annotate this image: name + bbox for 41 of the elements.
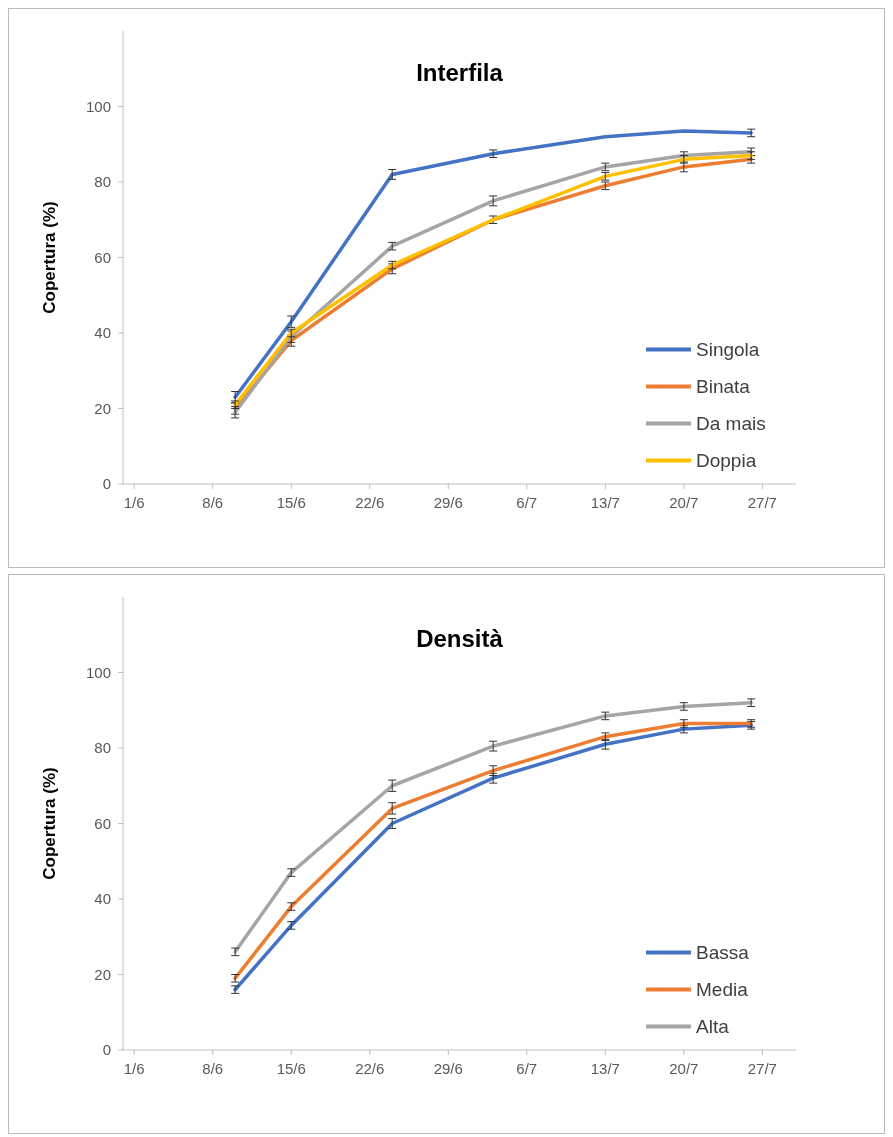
y-tick-label: 40 — [94, 324, 111, 342]
x-tick-label: 15/6 — [276, 1060, 306, 1077]
text: Interfila — [416, 59, 504, 86]
y-tick-label: 80 — [94, 173, 111, 191]
y-tick-label: 60 — [94, 248, 111, 266]
x-tick-label: 29/6 — [433, 1060, 463, 1077]
x-tick-label: 27/7 — [747, 1060, 777, 1077]
y-tick-label: 20 — [94, 965, 111, 983]
x-tick-label: 22/6 — [355, 494, 385, 511]
x-tick-label: 20/7 — [669, 494, 699, 511]
x-tick-label: 1/6 — [123, 1060, 145, 1077]
legend-label: Doppia — [696, 450, 757, 472]
x-tick-label: 27/7 — [747, 494, 777, 511]
legend-label: Bassa — [696, 942, 750, 964]
x-tick-label: 8/6 — [202, 494, 224, 511]
y-tick-label: 60 — [94, 814, 111, 832]
x-tick-label: 6/7 — [516, 1060, 538, 1077]
y-tick-label: 20 — [94, 399, 111, 417]
y-tick-label: 40 — [94, 890, 111, 908]
y-axis-title: Copertura (%) — [40, 767, 59, 880]
legend-label: Media — [696, 979, 749, 1001]
legend-label: Alta — [696, 1016, 730, 1038]
x-tick-label: 29/6 — [433, 494, 463, 511]
legend-label: Binata — [696, 376, 751, 398]
x-tick-label: 22/6 — [355, 1060, 385, 1077]
legend-label: Singola — [696, 339, 760, 361]
legend-label: Da mais — [696, 413, 766, 435]
x-tick-label: 13/7 — [590, 1060, 620, 1077]
x-tick-label: 15/6 — [276, 494, 306, 511]
y-tick-label: 100 — [85, 663, 111, 681]
text: Densità — [416, 625, 504, 652]
x-tick-label: 13/7 — [590, 494, 620, 511]
x-tick-label: 1/6 — [123, 494, 145, 511]
x-tick-label: 8/6 — [202, 1060, 224, 1077]
y-tick-label: 0 — [102, 1041, 111, 1059]
x-tick-label: 20/7 — [669, 1060, 699, 1077]
y-tick-label: 0 — [102, 475, 111, 493]
y-tick-label: 80 — [94, 739, 111, 757]
y-tick-label: 100 — [85, 97, 111, 115]
y-axis-title: Copertura (%) — [40, 201, 59, 314]
x-tick-label: 6/7 — [516, 494, 538, 511]
